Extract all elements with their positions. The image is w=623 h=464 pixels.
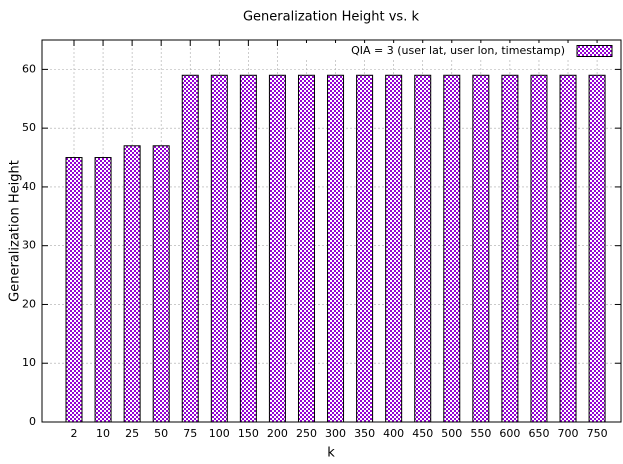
- chart-title: Generalization Height vs. k: [243, 10, 420, 25]
- bar: [414, 74, 432, 423]
- x-tick-label: 2: [71, 427, 78, 440]
- bar: [65, 157, 83, 423]
- y-axis-label: Generalization Height: [8, 160, 23, 302]
- y-tick-label: 10: [22, 356, 36, 369]
- bar: [559, 74, 577, 423]
- bar: [385, 74, 403, 423]
- x-tick-label: 750: [587, 427, 608, 440]
- bar: [123, 145, 141, 423]
- bar: [94, 157, 112, 423]
- x-tick-label: 650: [528, 427, 549, 440]
- x-tick-label: 350: [354, 427, 375, 440]
- y-tick-label: 40: [22, 180, 36, 193]
- bar: [297, 74, 315, 423]
- x-tick-label: 75: [183, 427, 197, 440]
- x-tick-label: 150: [238, 427, 259, 440]
- x-tick-label: 250: [296, 427, 317, 440]
- plot-frame: [41, 39, 622, 423]
- x-tick-label: 550: [470, 427, 491, 440]
- bar: [588, 74, 606, 423]
- y-tick-label: 0: [29, 415, 36, 428]
- x-tick-label: 50: [154, 427, 168, 440]
- bar: [530, 74, 548, 423]
- legend-label: QIA = 3 (user lat, user lon, timestamp): [351, 44, 565, 57]
- bar: [327, 74, 345, 423]
- x-tick-label: 500: [441, 427, 462, 440]
- x-tick-label: 25: [125, 427, 139, 440]
- x-axis-label: k: [327, 446, 335, 461]
- bar: [472, 74, 490, 423]
- bar: [210, 74, 228, 423]
- y-tick-label: 60: [22, 62, 36, 75]
- bar: [501, 74, 519, 423]
- x-tick-label: 400: [383, 427, 404, 440]
- bar: [356, 74, 374, 423]
- bar: [239, 74, 257, 423]
- x-tick-label: 100: [209, 427, 230, 440]
- bar: [268, 74, 286, 423]
- bar: [152, 145, 170, 423]
- x-tick-label: 600: [499, 427, 520, 440]
- y-tick-label: 30: [22, 239, 36, 252]
- x-tick-label: 10: [96, 427, 110, 440]
- bar: [181, 74, 199, 423]
- y-tick-label: 20: [22, 297, 36, 310]
- x-tick-label: 300: [325, 427, 346, 440]
- y-tick-label: 50: [22, 121, 36, 134]
- x-tick-label: 200: [267, 427, 288, 440]
- x-tick-label: 700: [558, 427, 579, 440]
- x-tick-label: 450: [412, 427, 433, 440]
- legend-background: [300, 43, 619, 59]
- bar: [443, 74, 461, 423]
- legend-swatch: [576, 45, 613, 57]
